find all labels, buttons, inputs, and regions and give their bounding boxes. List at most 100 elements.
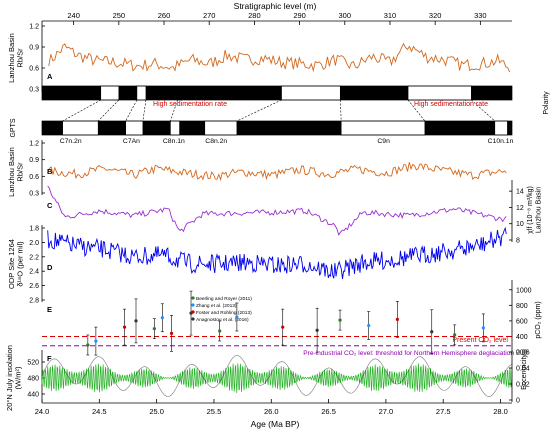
top-axis-tick-label-1: 250 — [113, 11, 126, 20]
panel-a-ylabel: Lanzhou BasinRb/Sr — [7, 33, 25, 83]
series-f-eccentricity — [41, 355, 513, 397]
pco2-point-8 — [218, 329, 222, 333]
panel-d-y-tick-label-5: 2.8 — [29, 298, 39, 305]
polarity-normal-0 — [100, 85, 120, 101]
top-axis-tick-label-7: 310 — [384, 11, 397, 20]
pco2-point-9 — [235, 315, 239, 319]
pco2-point-1 — [94, 339, 98, 343]
series-a-line — [48, 42, 511, 73]
correlation-line-0 — [62, 99, 101, 122]
panel-c-y-tick-label-3: 8 — [516, 238, 520, 245]
panel-a-y-tick-label-1: 0.9 — [29, 45, 39, 52]
panel-d-y-tick-label-3: 2.4 — [29, 269, 39, 276]
panel-letter-c: C — [47, 201, 53, 210]
top-axis-tick-label-4: 280 — [248, 11, 261, 20]
bottom-axis-label: Age (Ma BP) — [251, 419, 300, 429]
bottom-axis-tick-label-3: 25.5 — [207, 407, 222, 416]
gpts-normal-1 — [125, 120, 144, 136]
present-co2-label: Present CO₂ level — [452, 337, 508, 344]
polarity-normal-1 — [136, 85, 147, 101]
polarity-reversed-bar — [42, 86, 512, 100]
top-axis-tick-label-0: 240 — [67, 11, 80, 20]
panel-f-ylabel: 20°N July insolation(W/m²) — [5, 345, 23, 411]
gpts-normal-0 — [62, 120, 99, 136]
pco2-point-6 — [169, 331, 174, 335]
panel-b-y-tick-label-3: 0.3 — [29, 191, 39, 198]
pco2-point-4 — [152, 327, 156, 331]
panel-f-y-tick-label-1: 480 — [27, 376, 39, 383]
panel-letter-b: B — [47, 167, 53, 176]
panel-letter-e: E — [47, 305, 52, 314]
gpts-reversed-bar — [42, 121, 512, 135]
correlation-line-3 — [142, 99, 147, 122]
panel-f-right-tick-label-1: 0.04 — [516, 366, 530, 373]
pco2-point-12 — [338, 318, 342, 322]
series-c-line — [47, 185, 507, 236]
panel-f-right-tick-label-2: 0.02 — [516, 382, 530, 389]
correlation-line-2 — [125, 99, 138, 122]
panel-e-y-tick-label-4: 200 — [516, 350, 528, 357]
bottom-axis-tick-label-6: 27.0 — [379, 407, 394, 416]
correlation-line-7 — [407, 99, 426, 122]
chron-label-4: C9n — [377, 138, 390, 145]
panel-e-y-tick-label-3: 400 — [516, 334, 528, 341]
bottom-axis-tick-label-5: 26.5 — [321, 407, 336, 416]
panel-e-y-tick-label-0: 1000 — [516, 287, 532, 294]
top-axis-label: Stratigraphic level (m) — [234, 1, 317, 11]
legend-entry-2: Zhang et al. (2013) — [196, 303, 237, 309]
top-axis-tick-label-6: 300 — [339, 11, 352, 20]
panel-d-y-tick-label-1: 2.0 — [29, 240, 39, 247]
panel-a-y-tick-label-3: 0.3 — [29, 87, 39, 94]
top-axis-tick-label-8: 320 — [429, 11, 442, 20]
panel-d-y-tick-label-4: 2.6 — [29, 283, 39, 290]
panel-d-y-tick-label-2: 2.2 — [29, 254, 39, 261]
bottom-axis-tick-label-1: 24.5 — [92, 407, 107, 416]
bottom-axis-tick-label-0: 24.0 — [35, 407, 50, 416]
panel-b-y-tick-label-0: 1.2 — [29, 141, 39, 148]
bottom-axis-tick-label-7: 27.5 — [436, 407, 451, 416]
gpts-normal-5 — [494, 120, 508, 136]
correlation-line-5 — [236, 99, 282, 122]
polarity-frame — [41, 85, 513, 101]
series-f-insolation — [41, 363, 513, 394]
panel-f-y-tick-label-0: 520 — [27, 360, 39, 367]
panel-e-ylabel: pCO₂ (ppm) — [535, 301, 542, 338]
sed-rate-label-1: High sedimentation rate — [153, 101, 227, 108]
panel-f-right-tick-label-0: 0.06 — [516, 350, 530, 357]
gpts-normal-2 — [170, 120, 180, 136]
chron-label-5: C10n.1n — [488, 138, 514, 145]
legend-marker-1 — [191, 296, 195, 300]
chron-label-3: C8n.2n — [205, 138, 227, 145]
legend-entry-1: Beerling and Royer (2011) — [196, 296, 252, 302]
correlation-line-1 — [97, 99, 120, 122]
chron-label-2: C8n.1n — [163, 138, 185, 145]
panel-b-y-tick-label-1: 0.9 — [29, 157, 39, 164]
correlation-line-8 — [471, 99, 496, 122]
chron-label-1: C7An — [123, 138, 140, 145]
correlation-line-6 — [339, 99, 342, 122]
pco2-point-14 — [395, 317, 399, 321]
panel-b-ylabel: Lanzhou BasinRb/Sr — [7, 147, 25, 197]
pco2-point-13 — [367, 323, 371, 328]
panel-e-y-tick-label-1: 800 — [516, 303, 528, 310]
series-b-line — [47, 162, 507, 182]
legend-marker-4 — [191, 317, 195, 321]
top-axis-tick-label-3: 270 — [203, 11, 216, 20]
gpts-normal-4 — [340, 120, 426, 136]
panel-e-y-tick-label-2: 600 — [516, 318, 528, 325]
top-axis-tick-label-2: 260 — [158, 11, 171, 20]
polarity-normal-3 — [407, 85, 472, 101]
top-axis-tick-label-9: 330 — [474, 11, 487, 20]
gpts-normal-3 — [204, 120, 238, 136]
panel-c-y-tick-label-0: 14 — [516, 189, 524, 196]
series-d-line — [47, 226, 507, 279]
panel-a-y-tick-label-0: 1.2 — [29, 24, 39, 31]
legend-entry-3: Foster and Rohling (2013) — [196, 310, 252, 316]
pco2-point-16 — [453, 333, 457, 337]
bottom-axis-tick-label-8: 28.0 — [493, 407, 508, 416]
panel-b-y-tick-label-2: 0.6 — [29, 174, 39, 181]
panel-d-ylabel: ODP Site 1264δ¹⁸O (per mil) — [7, 239, 25, 289]
panel-d-y-tick-label-0: 1.8 — [29, 226, 39, 233]
pco2-point-2 — [122, 325, 127, 329]
